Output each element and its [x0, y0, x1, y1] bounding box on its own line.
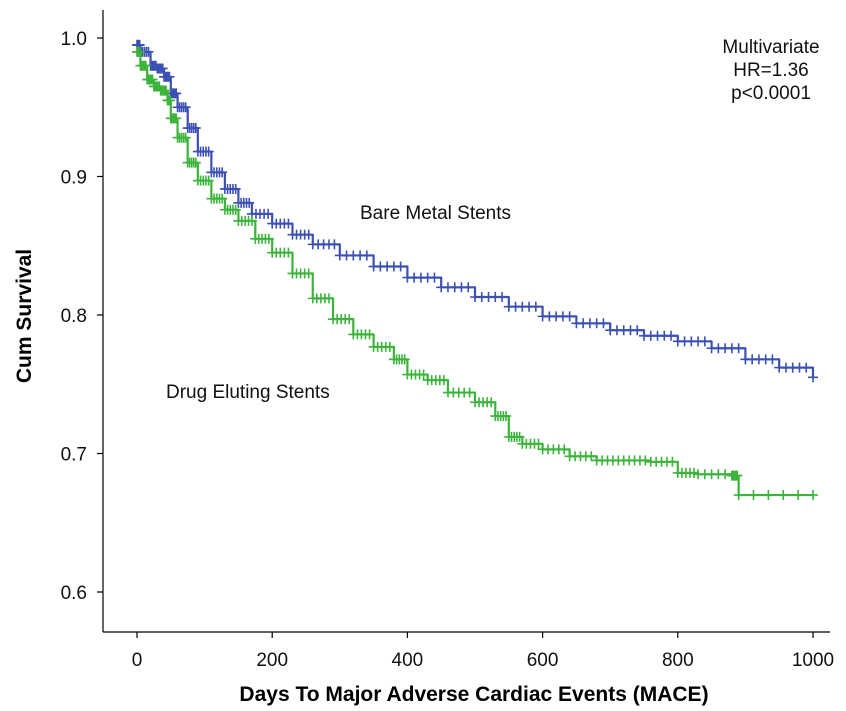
series-1 — [132, 46, 818, 501]
censor-mark — [303, 268, 314, 279]
censor-mark — [486, 397, 497, 408]
series-label-bare-metal: Bare Metal Stents — [360, 203, 511, 224]
censor-mark — [808, 372, 818, 383]
censor-mark — [134, 46, 145, 57]
censor-mark — [464, 387, 475, 398]
censor-mark — [438, 375, 449, 386]
censor-mark — [263, 208, 274, 219]
censor-mark — [364, 329, 375, 340]
censor-mark — [147, 74, 158, 85]
censor-mark — [763, 490, 774, 501]
censor-mark — [586, 451, 597, 462]
censor-mark — [793, 490, 804, 501]
censor-mark — [808, 490, 818, 501]
y-tick-label: 0.7 — [61, 445, 87, 466]
annotation-line-2: HR=1.36 — [733, 60, 809, 81]
censor-mark — [203, 175, 214, 186]
y-tick-label: 1.0 — [61, 29, 87, 50]
censor-mark — [666, 330, 677, 341]
censor-mark — [246, 215, 257, 226]
censor-mark — [303, 229, 314, 240]
censor-mark — [180, 102, 191, 113]
axes — [102, 10, 830, 633]
censor-mark — [748, 490, 759, 501]
censor-mark — [399, 354, 410, 365]
censor-mark — [733, 343, 744, 354]
series-layer — [132, 39, 818, 501]
series-label-drug-eluting: Drug Eluting Stents — [166, 382, 330, 403]
censor-mark — [323, 293, 334, 304]
censor-mark — [778, 490, 789, 501]
censor-mark — [203, 146, 214, 157]
censor-mark — [418, 369, 429, 380]
censor-mark — [767, 354, 778, 365]
censor-mark — [463, 282, 474, 293]
x-tick-label: 600 — [527, 650, 559, 671]
censor-mark — [533, 438, 544, 449]
censor-mark — [217, 193, 228, 204]
censor-mark — [164, 71, 175, 82]
censor-mark — [143, 46, 154, 57]
censor-mark — [180, 132, 191, 143]
x-tick-label: 800 — [662, 650, 694, 671]
censor-mark — [530, 301, 541, 312]
censor-mark — [165, 95, 176, 106]
censor-mark — [161, 85, 172, 96]
censor-mark — [171, 113, 182, 124]
censor-mark — [559, 444, 570, 455]
censor-mark — [283, 247, 294, 258]
censor-mark — [564, 311, 575, 322]
series-line — [137, 50, 813, 497]
y-tick-label: 0.6 — [61, 583, 87, 604]
censor-mark — [217, 167, 228, 178]
censor-mark — [733, 490, 744, 501]
censor-mark — [497, 291, 508, 302]
censor-mark — [344, 314, 355, 325]
censor-mark — [384, 341, 395, 352]
x-tick-label: 1000 — [792, 650, 834, 671]
censor-mark — [429, 272, 440, 283]
censor-mark — [329, 239, 340, 250]
y-tick-label: 0.9 — [61, 168, 87, 189]
censor-mark — [244, 197, 255, 208]
censor-mark — [395, 261, 406, 272]
x-tick-label: 200 — [256, 650, 288, 671]
censor-mark — [732, 470, 743, 481]
x-ticks: 0 200 400 600 800 1000 — [132, 632, 834, 671]
censor-mark — [598, 318, 609, 329]
censor-mark — [283, 218, 294, 229]
annotation-line-1: Multivariate — [722, 37, 819, 58]
censor-mark — [501, 411, 512, 422]
x-axis-title: Days To Major Adverse Cardiac Events (MA… — [239, 683, 708, 706]
censor-mark — [157, 63, 168, 74]
censor-mark — [171, 88, 182, 99]
censor-mark — [190, 123, 201, 134]
annotation-line-3: p<0.0001 — [731, 83, 811, 104]
censor-mark — [640, 455, 651, 466]
x-tick-label: 400 — [392, 650, 424, 671]
censor-mark — [140, 60, 151, 71]
censor-mark — [514, 431, 525, 442]
y-axis-title: Cum Survival — [13, 249, 36, 383]
censor-mark — [361, 250, 372, 261]
censor-mark — [190, 157, 201, 168]
censor-mark — [230, 183, 241, 194]
y-tick-label: 0.8 — [61, 306, 87, 327]
censor-mark — [632, 325, 643, 336]
censor-mark — [667, 456, 678, 467]
censor-mark — [263, 233, 274, 244]
censor-mark — [699, 336, 710, 347]
censor-mark — [720, 469, 731, 480]
series-0 — [132, 39, 818, 383]
x-tick-label: 0 — [132, 650, 143, 671]
censor-mark — [801, 362, 812, 373]
y-ticks: 0.6 0.7 0.8 0.9 1.0 — [61, 29, 103, 604]
censor-mark — [230, 204, 241, 215]
